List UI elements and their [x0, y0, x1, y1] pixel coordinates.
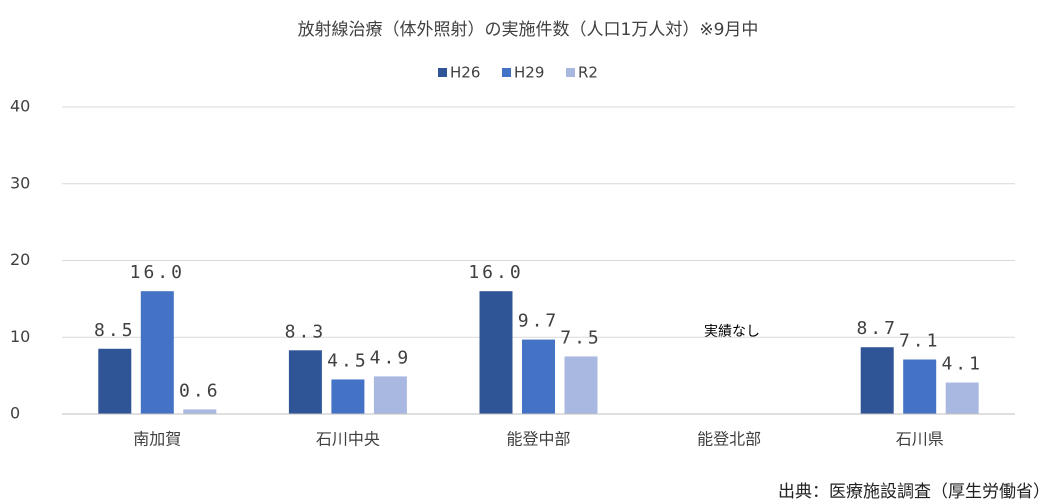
value-label: 16.0 [468, 262, 523, 283]
bar [140, 291, 174, 414]
bar [183, 409, 217, 414]
y-tick-label: 0 [10, 404, 20, 423]
bar [903, 359, 937, 414]
value-label: 4.9 [370, 347, 412, 368]
bar [522, 339, 555, 414]
y-tick-label: 10 [10, 327, 30, 346]
bar [564, 356, 598, 414]
annotation: 実績なし [704, 324, 760, 340]
y-tick-label: 40 [10, 97, 30, 116]
bar [479, 291, 513, 414]
bar [373, 376, 407, 414]
bar [288, 350, 322, 414]
value-label: 8.3 [285, 321, 327, 342]
bar [860, 347, 894, 414]
legend-label: H26 [450, 64, 480, 82]
bar [98, 348, 132, 414]
value-label: 8.7 [856, 318, 898, 339]
y-tick-label: 20 [10, 250, 30, 269]
value-label: 4.1 [941, 354, 983, 375]
legend-swatch [566, 68, 575, 77]
value-label: 16.0 [130, 262, 185, 283]
legend-swatch [438, 68, 447, 77]
value-label: 8.5 [94, 320, 136, 341]
legend-label: H29 [514, 64, 544, 82]
legend-label: R2 [578, 64, 598, 82]
y-tick-label: 30 [10, 173, 30, 192]
x-tick-label: 石川県 [896, 430, 944, 449]
x-tick-label: 石川中央 [316, 430, 380, 449]
value-label: 7.5 [560, 327, 602, 348]
value-label: 0.6 [179, 380, 221, 401]
x-tick-label: 能登北部 [697, 430, 761, 449]
legend-swatch [502, 68, 511, 77]
x-tick-label: 南加賀 [133, 430, 181, 449]
x-tick-label: 能登中部 [506, 430, 570, 449]
value-label: 9.7 [518, 311, 560, 332]
bar [945, 382, 979, 414]
value-label: 4.5 [327, 350, 369, 371]
value-label: 7.1 [899, 331, 941, 352]
source-note: 出典：医療施設調査（厚生労働省） [778, 482, 1050, 502]
bar [331, 379, 365, 414]
chart-title: 放射線治療（体外照射）の実施件数（人口1万人対）※9月中 [298, 20, 759, 40]
